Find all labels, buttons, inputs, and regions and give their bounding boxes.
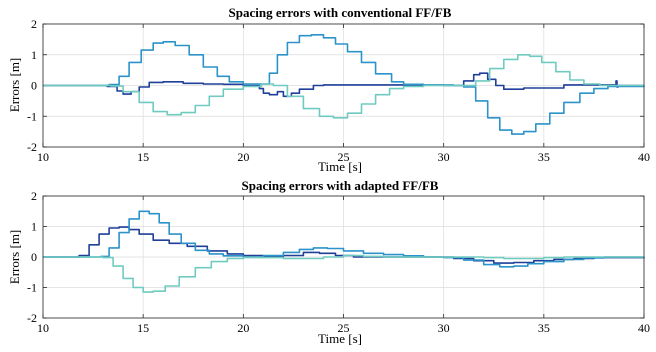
y-tick-label: -1 (27, 109, 37, 123)
series-line-3 (43, 54, 644, 119)
series-line-2 (43, 210, 644, 268)
chart-title: Spacing errors with conventional FF/FB (229, 5, 452, 20)
y-tick-label: -2 (27, 311, 37, 325)
x-tick-label: 40 (638, 321, 650, 335)
y-tick-label: -2 (27, 140, 37, 154)
x-tick-label: 25 (338, 321, 350, 335)
x-tick-label: 10 (37, 321, 49, 335)
x-tick-label: 35 (538, 321, 550, 335)
x-tick-label: 20 (237, 150, 249, 164)
x-tick-label: 10 (37, 150, 49, 164)
chart-panel-adapted: Spacing errors with adapted FF/FB 10 15 20… (7, 178, 650, 346)
chart-title: Spacing errors with adapted FF/FB (242, 178, 439, 193)
x-tick-label: 25 (338, 150, 350, 164)
x-axis-label: Time [s] (318, 331, 362, 346)
y-tick-label: 0 (31, 250, 37, 264)
y-tick-label: 1 (31, 220, 37, 234)
y-axis-label: Errors [m] (7, 58, 22, 113)
chart-panel-conventional: Spacing errors with conventional FF/FB 1… (7, 5, 650, 174)
y-tick-label: 2 (31, 17, 37, 31)
x-tick-label: 35 (538, 150, 550, 164)
axes-frame (42, 23, 645, 148)
series-line-1 (43, 72, 644, 98)
y-tick-label: 1 (31, 48, 37, 62)
x-tick-label: 15 (137, 321, 149, 335)
x-axis-label: Time [s] (318, 159, 362, 174)
y-tick-label: -1 (27, 281, 37, 295)
y-tick-label: 0 (31, 79, 37, 93)
axes-frame (42, 195, 645, 319)
x-tick-label: 15 (137, 150, 149, 164)
x-tick-label: 30 (438, 321, 450, 335)
x-tick-label: 20 (237, 321, 249, 335)
x-tick-label: 40 (638, 150, 650, 164)
series-line-3 (43, 254, 644, 293)
series-line-2 (43, 34, 645, 135)
x-tick-label: 30 (438, 150, 450, 164)
y-tick-label: 2 (31, 189, 37, 203)
y-axis-label: Errors [m] (7, 230, 22, 285)
